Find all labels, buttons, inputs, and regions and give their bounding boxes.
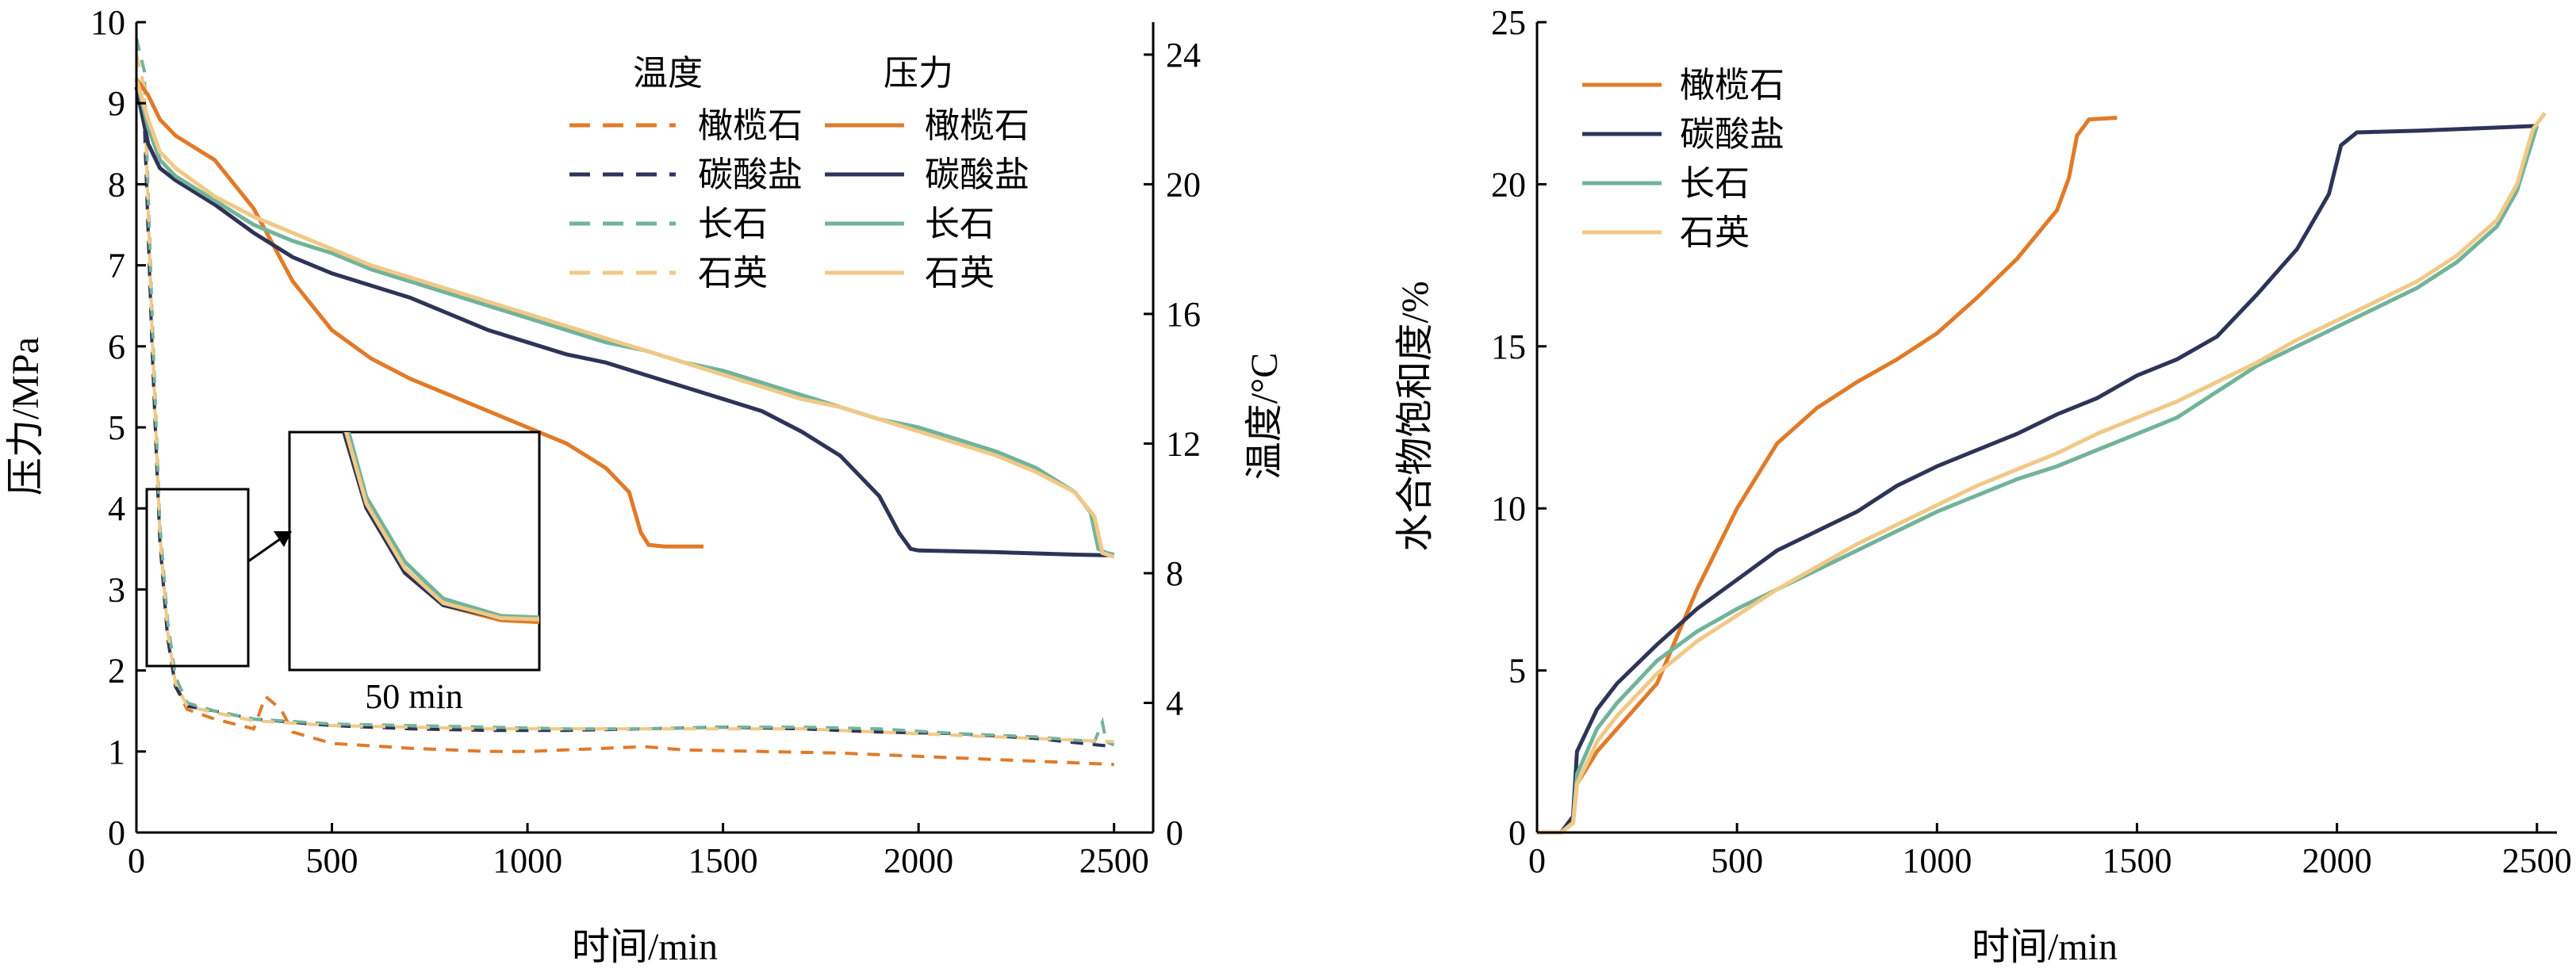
left-y2-tick-label: 12 <box>1166 424 1201 463</box>
left-x-tick-label: 2500 <box>1079 841 1149 880</box>
right-x-axis-title: 时间/min <box>1972 926 2118 968</box>
legend-label-pressure: 长石 <box>925 205 995 243</box>
legend-label-saturation: 石英 <box>1680 213 1750 252</box>
left-y-axis-title: 压力/MPa <box>5 337 47 496</box>
right-y-tick-label: 25 <box>1491 3 1526 42</box>
right-x-tick-label: 500 <box>1711 841 1763 880</box>
left-series-group <box>136 38 1114 764</box>
left-x-tick-label: 0 <box>128 841 145 880</box>
right-chart: 0 500 1000 1500 2000 2500 0 5 10 15 20 25 橄榄石碳酸盐长石石… <box>1394 3 2572 968</box>
right-x-tick-label: 1000 <box>1902 841 1972 880</box>
left-y-tick-label: 8 <box>108 165 125 204</box>
pressure-line-feldspar <box>136 79 1114 555</box>
left-y-tick-label: 1 <box>108 733 125 771</box>
left-y2-tick-label: 8 <box>1166 554 1183 593</box>
left-y-tick-label: 5 <box>108 408 125 447</box>
right-y-tick-label: 5 <box>1508 652 1526 691</box>
pressure-line-quartz <box>136 79 1114 557</box>
left-y-tick-label: 9 <box>108 84 125 123</box>
legend-label-temperature: 橄榄石 <box>698 106 803 145</box>
right-y-tick-label: 20 <box>1491 165 1526 204</box>
right-y-tick-label: 15 <box>1491 327 1526 366</box>
left-y-tick-label: 7 <box>108 247 125 285</box>
left-x-tick-label: 500 <box>306 841 358 880</box>
legend-header-temperature: 温度 <box>633 54 703 93</box>
legend-label-pressure: 碳酸盐 <box>925 155 1029 194</box>
legend-label-temperature: 石英 <box>698 254 768 293</box>
left-x-tick-label: 1000 <box>493 841 562 880</box>
inset-box <box>289 432 539 670</box>
right-y-tick-label: 10 <box>1491 489 1526 528</box>
right-y-axis-title: 水合物饱和度/% <box>1394 281 1436 551</box>
left-y2-tick-label: 16 <box>1166 295 1201 334</box>
inset-label: 50 min <box>365 677 462 716</box>
legend-label-saturation: 长石 <box>1680 164 1750 203</box>
left-y-tick-label: 3 <box>108 570 125 609</box>
left-x-tick-label: 2000 <box>884 841 953 880</box>
legend-label-saturation: 碳酸盐 <box>1680 115 1784 154</box>
left-y2-tick-label: 20 <box>1166 165 1201 204</box>
left-y-tick-label: 4 <box>108 489 125 528</box>
legend-label-pressure: 石英 <box>925 254 995 293</box>
zoom-arrow-line <box>248 539 280 561</box>
left-x-tick-label: 1500 <box>688 841 758 880</box>
right-x-tick-label: 2500 <box>2502 841 2572 880</box>
left-y-tick-label: 6 <box>108 327 125 366</box>
left-y2-tick-label: 0 <box>1166 813 1183 852</box>
left-y-tick-label: 10 <box>90 3 125 42</box>
legend-label-temperature: 碳酸盐 <box>698 155 803 194</box>
legend-label-saturation: 橄榄石 <box>1680 66 1784 105</box>
left-y2-tick-label: 24 <box>1166 36 1201 75</box>
legend-label-temperature: 长石 <box>698 205 768 243</box>
right-x-tick-label: 2000 <box>2302 841 2372 880</box>
left-y-tick-label: 2 <box>108 652 125 691</box>
right-x-tick-label: 0 <box>1528 841 1546 880</box>
inset-zoom: 50 min <box>147 173 2576 716</box>
legend-header-pressure: 压力 <box>884 54 953 93</box>
left-x-axis-title: 时间/min <box>572 926 718 968</box>
left-y2-tick-label: 4 <box>1166 683 1183 722</box>
left-y-tick-label: 0 <box>108 813 125 852</box>
left-y2-axis-title: 温度/°C <box>1244 353 1286 480</box>
right-x-tick-label: 1500 <box>2102 841 2172 880</box>
legend-label-pressure: 橄榄石 <box>925 106 1029 145</box>
right-y-tick-label: 0 <box>1508 813 1526 852</box>
